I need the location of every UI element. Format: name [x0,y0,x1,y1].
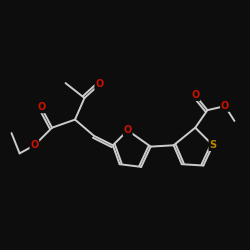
Text: O: O [221,101,229,111]
Text: O: O [124,126,132,136]
Text: O: O [37,102,45,113]
Text: O: O [95,80,104,90]
Text: O: O [30,140,38,150]
Text: O: O [191,90,200,100]
Text: S: S [209,140,216,150]
